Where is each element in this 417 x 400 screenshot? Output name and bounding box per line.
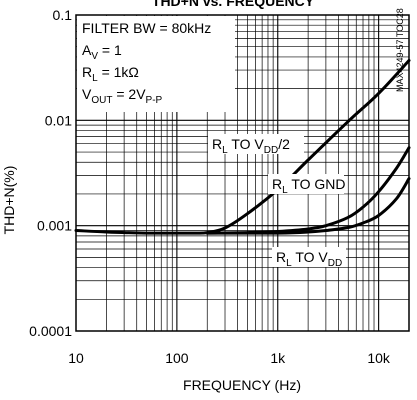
condition-av: AV = 1 xyxy=(82,42,122,62)
x-tick-label: 100 xyxy=(165,350,189,366)
tick-labels: 10 100 1k 10k 0.1 0.01 0.001 0.0001 xyxy=(29,7,391,366)
y-axis-label: THD+N(%) xyxy=(1,166,17,235)
plot-border xyxy=(75,14,410,332)
series-lines xyxy=(74,59,411,235)
conditions-box xyxy=(77,16,235,112)
series-label-1: RL TO VDD/2 xyxy=(212,136,290,156)
series-label-2: RL TO GND xyxy=(272,176,346,196)
figure-code-label: MAX4249-57 TOC28 xyxy=(395,8,405,92)
x-tick-label: 1k xyxy=(270,350,286,366)
y-tick-label: 0.0001 xyxy=(29,323,72,339)
y-tick-label: 0.1 xyxy=(53,7,73,23)
x-axis-label: FREQUENCY (Hz) xyxy=(183,377,301,393)
series-label-3: RL TO VDD xyxy=(276,249,342,269)
series-label-bg xyxy=(208,134,304,154)
condition-filter: FILTER BW = 80kHz xyxy=(82,20,211,36)
series-label-bg xyxy=(268,174,344,194)
plot-frame xyxy=(75,14,410,332)
series-line-3 xyxy=(205,177,411,235)
condition-rl: RL = 1kΩ xyxy=(82,64,139,84)
condition-vout: VOUT = 2VP-P xyxy=(82,86,163,106)
series-label-bg xyxy=(272,247,346,267)
y-tick-label: 0.001 xyxy=(37,218,72,234)
series-line-1 xyxy=(74,59,411,235)
chart-title: THD+N vs. FREQUENCY xyxy=(152,0,315,9)
y-tick-label: 0.01 xyxy=(45,112,72,128)
x-tick-label: 10 xyxy=(68,350,84,366)
x-tick-label: 10k xyxy=(367,350,391,366)
